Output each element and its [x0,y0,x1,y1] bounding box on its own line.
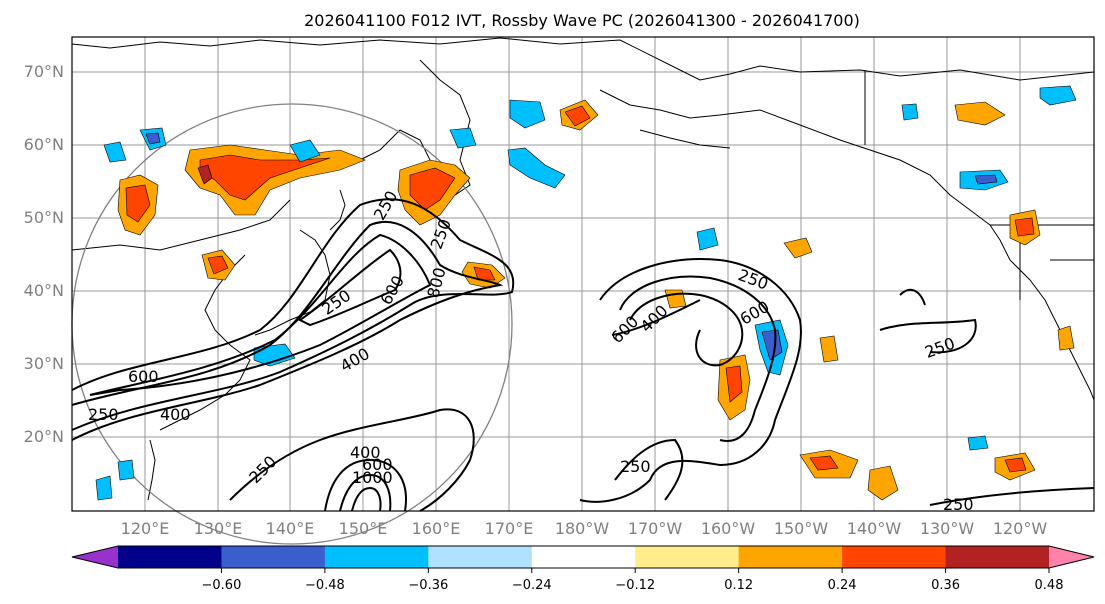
lon-label: 170°W [628,519,683,538]
contour-label: 250 [88,405,119,424]
lon-label: 140°W [847,519,902,538]
lat-label: 20°N [24,427,64,446]
lat-label: 50°N [24,208,64,227]
map-title: 2026041100 F012 IVT, Rossby Wave PC (202… [304,11,860,30]
lon-label: 170°E [485,519,534,538]
contour-label: 250 [943,495,974,514]
colorbar-segment [221,546,326,568]
colorbar-tick-label: 0.12 [724,578,753,593]
colorbar-segment [531,546,636,568]
coastlines [71,37,1095,501]
shaded-anomalies [95,85,1077,501]
colorbar-tick-label: −0.12 [615,578,655,593]
colorbar-frame [71,545,1095,569]
colorbar-segment [635,546,740,568]
colorbar-segment [324,546,429,568]
colorbar: −0.60 −0.48 −0.36 −0.24 −0.12 0.12 0.24 0.36 0.4… [71,545,1095,593]
lon-label: 140°E [266,519,315,538]
contour-label: 600 [128,367,159,386]
colorbar-segment [842,546,947,568]
colorbar-tick-label: −0.48 [305,578,345,593]
contour-label: 400 [350,443,381,462]
colorbar-ticks: −0.60 −0.48 −0.36 −0.24 −0.12 0.12 0.24 0.36 0.4… [202,568,1064,593]
lon-label: 120°W [993,519,1048,538]
colorbar-tick-label: −0.60 [202,578,242,593]
contour-label: 600 [362,455,393,474]
lon-label: 180°W [555,519,610,538]
map-panel: 250 400 600 800 250 400 600 250 600 400 … [71,36,1095,545]
contour-label: 250 [620,457,651,476]
colorbar-extend-min [72,546,118,568]
colorbar-tick-label: −0.24 [512,578,552,593]
ivt-contours [71,198,1095,512]
lat-label: 70°N [24,62,64,81]
colorbar-tick-label: 0.36 [931,578,960,593]
colorbar-segments [72,546,1094,568]
lon-label: 130°W [920,519,975,538]
lon-label: 160°E [412,519,461,538]
contour-label: 400 [160,405,191,424]
longitude-axis: 120°E 130°E 140°E 150°E 160°E 170°E 180°… [121,519,1048,538]
colorbar-segment [428,546,533,568]
lat-label: 60°N [24,135,64,154]
colorbar-extend-max [1049,546,1094,568]
colorbar-tick-label: 0.24 [828,578,857,593]
contour-label: 1000 [352,468,393,487]
lon-label: 150°W [774,519,829,538]
colorbar-segment [738,546,843,568]
map-frame [71,36,1095,512]
colorbar-tick-label: 0.48 [1035,578,1064,593]
gridlines [72,37,1094,511]
lon-label: 120°E [121,519,170,538]
colorbar-segment [118,546,222,568]
colorbar-tick-label: −0.36 [408,578,448,593]
lon-label: 150°E [339,519,388,538]
lat-label: 40°N [24,281,64,300]
colorbar-segment [945,546,1050,568]
latitude-axis: 70°N 60°N 50°N 40°N 30°N 20°N [24,62,64,446]
lat-label: 30°N [24,354,64,373]
lon-label: 130°E [194,519,243,538]
lon-label: 160°W [701,519,756,538]
